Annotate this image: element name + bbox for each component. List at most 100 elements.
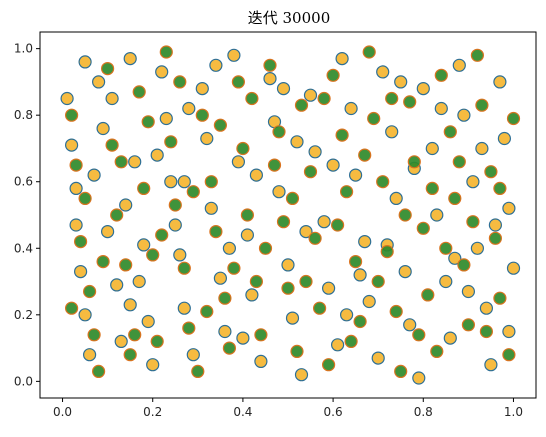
scatter-point-orange	[150, 148, 164, 162]
scatter-point-orange	[146, 358, 160, 372]
scatter-point-orange	[331, 338, 345, 352]
scatter-point-orange	[448, 251, 462, 265]
scatter-point-green	[475, 98, 489, 112]
y-axis: 0.0 0.2 0.4 0.6 0.8 1.0	[14, 42, 40, 388]
scatter-point-green	[461, 318, 475, 332]
scatter-point-green	[294, 98, 309, 112]
scatter-point-green	[331, 218, 345, 232]
scatter-point-orange	[213, 271, 227, 285]
scatter-point-orange	[439, 274, 453, 289]
scatter-point-green	[128, 328, 142, 342]
scatter-point-green	[488, 231, 502, 245]
scatter-point-green	[263, 58, 277, 72]
scatter-point-green	[493, 181, 507, 195]
scatter-point-orange	[78, 308, 92, 322]
scatter-point-green	[123, 348, 137, 362]
scatter-point-orange	[155, 65, 169, 79]
scatter-point-green	[114, 155, 128, 169]
scatter-point-green	[506, 111, 521, 126]
scatter-point-green	[258, 241, 273, 255]
scatter-point-orange	[506, 261, 521, 275]
scatter-point-green	[403, 95, 417, 109]
scatter-point-green	[398, 208, 412, 222]
scatter-point-green	[227, 261, 241, 275]
scatter-point-orange	[466, 175, 480, 189]
scatter-point-orange	[299, 225, 313, 239]
scatter-point-orange	[479, 301, 493, 315]
scatter-point-orange	[87, 168, 101, 182]
scatter-point-orange	[340, 308, 354, 322]
scatter-point-orange	[249, 168, 263, 182]
scatter-point-orange	[209, 58, 223, 72]
scatter-point-green	[380, 245, 394, 259]
scatter-point-green	[281, 281, 295, 295]
scatter-point-orange	[60, 91, 74, 106]
scatter-point-orange	[493, 75, 507, 89]
scatter-point-orange	[119, 198, 133, 212]
scatter-point-orange	[177, 175, 191, 189]
scatter-point-green	[191, 364, 205, 378]
scatter-point-green	[69, 158, 83, 172]
scatter-point-orange	[82, 348, 97, 362]
scatter-point-orange	[344, 101, 358, 116]
y-tick-label: 0.6	[14, 175, 33, 189]
scatter-point-green	[479, 324, 493, 339]
scatter-point-green	[137, 181, 151, 195]
scatter-point-orange	[290, 135, 304, 149]
scatter-point-orange	[173, 248, 187, 262]
scatter-point-green	[416, 221, 430, 235]
scatter-point-green	[64, 301, 79, 315]
scatter-point-orange	[403, 318, 417, 332]
scatter-point-green	[105, 138, 119, 152]
scatter-point-orange	[358, 235, 372, 249]
scatter-point-orange	[204, 201, 218, 215]
scatter-point-green	[285, 191, 300, 205]
scatter-point-green	[389, 304, 403, 319]
scatter-point-orange	[416, 81, 430, 96]
scatter-point-orange	[362, 294, 376, 309]
scatter-point-orange	[430, 208, 444, 222]
x-tick-label: 0.0	[53, 405, 72, 419]
scatter-point-green	[303, 165, 318, 179]
scatter-point-green	[353, 314, 367, 329]
scatter-point-green	[218, 291, 232, 305]
scatter-point-green	[168, 198, 182, 212]
scatter-point-orange	[96, 121, 110, 136]
scatter-point-green	[155, 228, 169, 242]
scatter-point-green	[254, 328, 268, 342]
scatter-point-orange	[502, 201, 516, 215]
scatter-point-orange	[376, 65, 390, 79]
scatter-point-orange	[73, 265, 88, 279]
scatter-point-orange	[200, 131, 214, 146]
scatter-point-green	[326, 68, 340, 82]
scatter-point-green	[159, 45, 173, 59]
scatter-point-green	[448, 191, 462, 205]
scatter-point-green	[186, 185, 200, 199]
scatter-point-green	[362, 45, 376, 59]
scatter-point-green	[177, 261, 191, 275]
scatter-point-green	[272, 125, 286, 139]
scatter-point-orange	[461, 284, 475, 299]
scatter-point-orange	[434, 101, 448, 116]
scatter-point-green	[204, 175, 218, 189]
scatter-point-orange	[114, 334, 128, 348]
scatter-point-orange	[123, 298, 137, 312]
scatter-point-orange	[349, 168, 363, 182]
scatter-point-orange	[195, 81, 209, 96]
scatter-point-orange	[182, 101, 196, 116]
scatter-point-green	[425, 181, 439, 195]
scatter-point-green	[209, 225, 223, 239]
scatter-point-orange	[132, 274, 146, 289]
scatter-point-green	[344, 334, 358, 348]
scatter-point-orange	[105, 91, 119, 106]
scatter-point-orange	[231, 155, 245, 169]
scatter-point-orange	[218, 324, 232, 339]
scatter-point-green	[394, 364, 408, 378]
scatter-point-orange	[141, 314, 155, 329]
scatter-point-orange	[308, 145, 322, 159]
scatter-point-green	[407, 155, 421, 169]
scatter-point-green	[150, 334, 164, 348]
scatter-point-green	[430, 344, 444, 358]
scatter-point-green	[96, 255, 110, 269]
scatter-point-orange	[371, 351, 385, 365]
